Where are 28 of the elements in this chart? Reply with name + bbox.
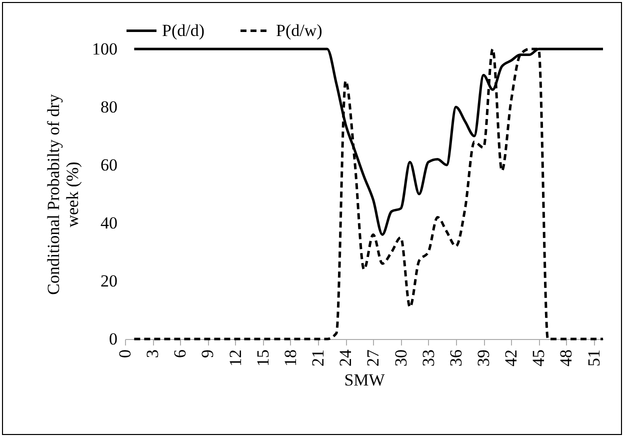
x-tick-label: 18 bbox=[280, 350, 300, 366]
x-tick-label: 27 bbox=[364, 349, 383, 366]
y-tick-label: 60 bbox=[100, 156, 118, 174]
line-series bbox=[132, 48, 604, 340]
x-tick-label: 3 bbox=[143, 350, 162, 358]
x-tick-label: 0 bbox=[116, 350, 134, 358]
x-tick-label: 21 bbox=[308, 350, 328, 366]
x-tick-label: 48 bbox=[556, 350, 576, 366]
x-tick-label: 6 bbox=[170, 350, 190, 358]
y-tick-label: 100 bbox=[92, 40, 118, 58]
y-tick-label: 40 bbox=[100, 214, 118, 232]
y-axis-title: Conditional Probabilty of dry week (%) bbox=[44, 94, 82, 295]
x-tick-label: 51 bbox=[584, 350, 604, 366]
x-tick-label: 12 bbox=[226, 350, 245, 366]
legend-label: P(d/d) bbox=[162, 20, 204, 40]
x-tick-label: 42 bbox=[502, 350, 521, 366]
x-tick-label: 33 bbox=[418, 350, 438, 366]
x-axis-title: SMW bbox=[344, 370, 386, 390]
x-tick-label: 9 bbox=[198, 350, 218, 358]
x-tick-label: 30 bbox=[391, 350, 410, 366]
y-tick-label: 20 bbox=[100, 272, 118, 290]
x-tick-label: 24 bbox=[336, 349, 356, 366]
x-tick-label: 15 bbox=[253, 350, 272, 366]
x-tick-label: 39 bbox=[474, 350, 493, 366]
x-tick-label: 45 bbox=[529, 350, 548, 366]
legend-label: P(d/w) bbox=[276, 20, 322, 40]
y-tick-label: 80 bbox=[100, 98, 118, 116]
x-tick-label: 36 bbox=[446, 350, 466, 366]
